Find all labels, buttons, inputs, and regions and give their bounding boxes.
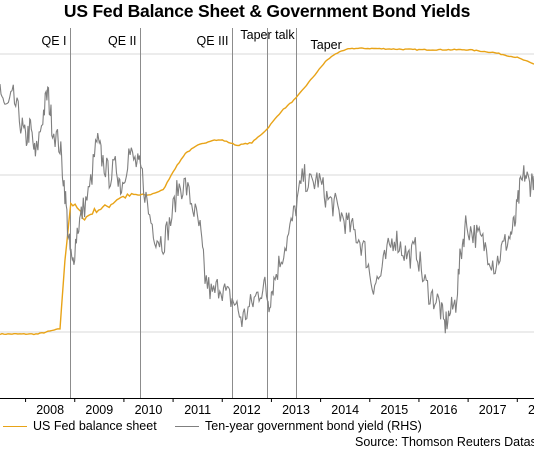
- x-tick-label-2008: 2008: [36, 403, 64, 417]
- x-axis: 2008 2009 2010 2011 2012 2013 2014 2015 2016 2017…: [0, 398, 534, 417]
- legend-label-yield: Ten-year government bond yield (RHS): [205, 419, 422, 433]
- legend-label-fed: US Fed balance sheet: [33, 419, 157, 433]
- series-line-fed: [0, 47, 534, 336]
- x-tick-label-2012: 2012: [233, 403, 261, 417]
- source-note: Source: Thomson Reuters Datast: [355, 435, 534, 449]
- legend-swatch-yield: [175, 426, 199, 428]
- x-tick-label-2013: 2013: [282, 403, 310, 417]
- x-tick-label-2010: 2010: [135, 403, 163, 417]
- event-label-4: Taper: [311, 38, 342, 52]
- x-tick-label-2018: 2018: [528, 403, 534, 417]
- legend-item-fed: US Fed balance sheet: [3, 419, 157, 433]
- x-tick-label-2011: 2011: [184, 403, 211, 417]
- chart-title: US Fed Balance Sheet & Government Bond Y…: [63, 1, 471, 21]
- legend-swatch-fed: [3, 426, 27, 428]
- event-label-2: QE III: [197, 34, 229, 48]
- series-line-yield: [0, 84, 534, 334]
- event-markers: QE I QE II QE III Taper talk Taper: [41, 28, 342, 398]
- x-tick-label-2009: 2009: [85, 403, 113, 417]
- x-tick-label-2015: 2015: [380, 403, 408, 417]
- series-lines: [0, 47, 534, 336]
- x-tick-label-2016: 2016: [430, 403, 458, 417]
- x-tick-label-2014: 2014: [331, 403, 359, 417]
- x-tick-label-2017: 2017: [479, 403, 507, 417]
- event-label-3: Taper talk: [240, 28, 295, 42]
- event-label-1: QE II: [108, 34, 136, 48]
- legend-item-yield: Ten-year government bond yield (RHS): [175, 419, 422, 433]
- event-label-0: QE I: [41, 34, 66, 48]
